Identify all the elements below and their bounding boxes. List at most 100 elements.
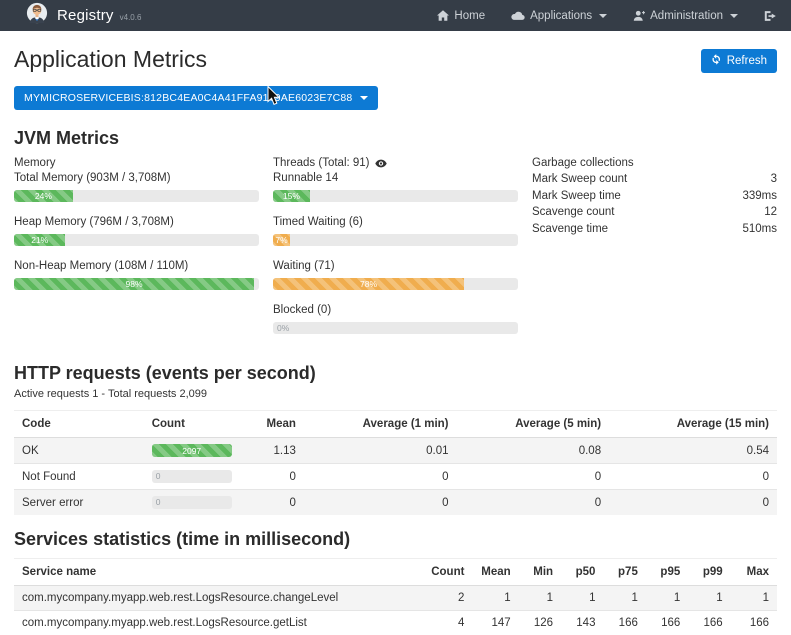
service-value: 1 xyxy=(688,586,730,611)
services-column-header: Mean xyxy=(472,559,518,586)
metric-label: Timed Waiting (6) xyxy=(273,215,518,229)
nav-item-home[interactable]: Home xyxy=(437,10,485,22)
service-value: 166 xyxy=(603,611,645,635)
metric-block: Waiting (71) 78% xyxy=(273,259,518,290)
http-value: 0 xyxy=(457,464,610,490)
gc-value: 339ms xyxy=(742,188,777,205)
page-title: Application Metrics xyxy=(14,46,207,73)
http-value: 0.08 xyxy=(457,438,610,464)
home-icon xyxy=(437,10,449,21)
nav-item-applications[interactable]: Applications xyxy=(511,10,607,22)
http-column-header: Average (1 min) xyxy=(304,411,457,438)
http-value: 0 xyxy=(243,490,304,516)
http-value: 0 xyxy=(304,464,457,490)
progress-value: 98% xyxy=(126,279,143,289)
refresh-label: Refresh xyxy=(727,55,767,67)
service-value: 1 xyxy=(519,586,561,611)
metric-label: Heap Memory (796M / 3,708M) xyxy=(14,215,259,229)
service-value: 4 xyxy=(423,611,473,635)
metric-label: Total Memory (903M / 3,708M) xyxy=(14,171,259,185)
gc-row: Mark Sweep count 3 xyxy=(532,171,777,188)
metric-label: Waiting (71) xyxy=(273,259,518,273)
services-column-header: p99 xyxy=(688,559,730,586)
gc-label: Mark Sweep count xyxy=(532,171,627,188)
http-code: Not Found xyxy=(14,464,144,490)
service-value: 1 xyxy=(603,586,645,611)
http-value: 0 xyxy=(304,490,457,516)
refresh-button[interactable]: Refresh xyxy=(701,49,777,73)
service-value: 143 xyxy=(561,611,603,635)
metric-label: Runnable 14 xyxy=(273,171,518,185)
http-count: 0 xyxy=(144,464,243,490)
gc-label: Mark Sweep time xyxy=(532,188,621,205)
sign-out-icon xyxy=(764,10,777,22)
nav-item-signout[interactable] xyxy=(764,10,777,22)
service-value: 1 xyxy=(561,586,603,611)
progress-bar: 0% xyxy=(273,322,518,334)
progress-bar: 98% xyxy=(14,278,259,290)
service-value: 1 xyxy=(472,586,518,611)
gc-value: 3 xyxy=(771,171,777,188)
instance-selector-dropdown[interactable]: MYMICROSERVICEBIS:812BC4EA0C4A41FFA9179A… xyxy=(14,86,378,110)
nav-item-label: Applications xyxy=(530,10,592,22)
service-value: 166 xyxy=(688,611,730,635)
http-code: OK xyxy=(14,438,144,464)
nav-item-administration[interactable]: Administration xyxy=(633,10,738,22)
progress-value: 2097 xyxy=(182,446,201,456)
http-value: 0 xyxy=(457,490,610,516)
http-value: 0.01 xyxy=(304,438,457,464)
progress-bar: 15% xyxy=(273,190,518,202)
service-value: 166 xyxy=(646,611,688,635)
metric-block: Non-Heap Memory (108M / 110M) 98% xyxy=(14,259,259,290)
progress-bar: 0 xyxy=(152,470,232,483)
service-name: com.mycompany.myapp.web.rest.LogsResourc… xyxy=(14,586,423,611)
eye-icon[interactable] xyxy=(375,159,387,168)
metric-label: Non-Heap Memory (108M / 110M) xyxy=(14,259,259,273)
service-name: com.mycompany.myapp.web.rest.LogsResourc… xyxy=(14,611,423,635)
cloud-icon xyxy=(511,11,525,21)
metric-block: Runnable 14 15% xyxy=(273,171,518,202)
gc-title: Garbage collections xyxy=(532,156,777,171)
http-count: 2097 xyxy=(144,438,243,464)
progress-bar: 2097 xyxy=(152,444,232,457)
progress-value: 78% xyxy=(360,279,377,289)
service-value: 166 xyxy=(731,611,777,635)
jvm-metrics-title: JVM Metrics xyxy=(14,128,777,149)
services-column-header: p50 xyxy=(561,559,603,586)
services-column-header: Max xyxy=(731,559,777,586)
gc-row: Mark Sweep time 339ms xyxy=(532,188,777,205)
progress-value: 0% xyxy=(277,323,289,333)
chevron-down-icon xyxy=(599,14,607,18)
progress-value: 0 xyxy=(156,497,161,507)
services-statistics-title: Services statistics (time in millisecond… xyxy=(14,529,777,550)
navbar: Registry v4.0.6 Home Applications Admini… xyxy=(0,0,791,31)
table-row: com.mycompany.myapp.web.rest.LogsResourc… xyxy=(14,611,777,635)
progress-bar: 78% xyxy=(273,278,518,290)
progress-value: 7% xyxy=(275,235,287,245)
chevron-down-icon xyxy=(360,96,368,100)
brand[interactable]: Registry v4.0.6 xyxy=(26,2,141,29)
services-column-header: p75 xyxy=(603,559,645,586)
gc-label: Scavenge time xyxy=(532,221,608,238)
chevron-down-icon xyxy=(730,14,738,18)
metric-block: Heap Memory (796M / 3,708M) 21% xyxy=(14,215,259,246)
progress-value: 24% xyxy=(35,191,52,201)
brand-name: Registry xyxy=(57,7,114,24)
http-requests-subtitle: Active requests 1 - Total requests 2,099 xyxy=(14,388,777,400)
progress-bar: 21% xyxy=(14,234,259,246)
instance-label: MYMICROSERVICEBIS:812BC4EA0C4A41FFA9179A… xyxy=(24,92,352,104)
http-value: 0.54 xyxy=(609,438,777,464)
nav-menu: Home Applications Administration xyxy=(437,10,777,22)
http-count: 0 xyxy=(144,490,243,516)
service-value: 147 xyxy=(472,611,518,635)
metric-label: Blocked (0) xyxy=(273,303,518,317)
